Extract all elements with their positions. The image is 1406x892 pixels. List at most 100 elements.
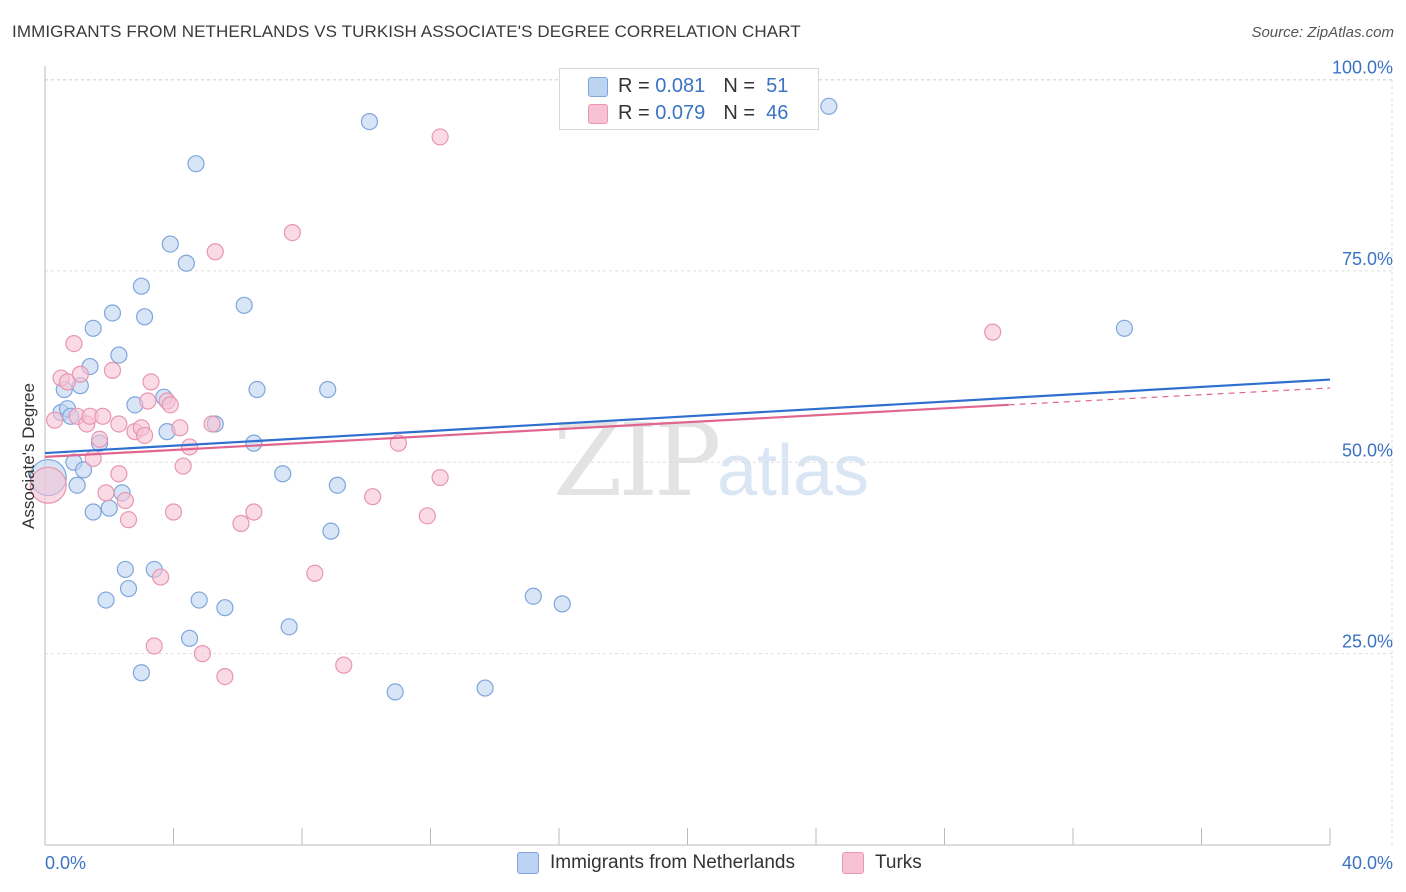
data-point-turks [91,430,109,448]
trend-line-turks [44,403,1009,458]
y-tick-label: 100.0% [1332,58,1393,78]
data-point-netherlands [132,277,150,295]
legend-row-netherlands: R = 0.081 N = 51 [618,74,788,98]
data-point-turks [145,637,163,655]
data-point-netherlands [328,476,346,494]
n-value: 46 [766,101,789,124]
legend-swatch-turks [588,104,608,124]
data-point-netherlands [322,522,340,540]
data-point-turks [174,457,192,475]
r-value: 0.079 [655,101,706,124]
data-point-netherlands [245,434,263,452]
series-legend: Immigrants from Netherlands Turks [0,852,1406,876]
data-point-netherlands [135,308,154,326]
y-tick-label: 75.0% [1342,249,1393,269]
data-point-turks [152,568,170,586]
data-point-turks [180,438,199,456]
y-axis-label: Associate's Degree [19,383,38,529]
data-point-turks [245,503,263,521]
data-point-turks [193,645,212,663]
data-point-netherlands [84,503,102,521]
data-point-netherlands [248,380,266,399]
data-point-turks [431,468,449,487]
data-point-netherlands [177,254,195,272]
legend-item-turks: Turks [842,852,922,874]
watermark-atlas: atlas [717,431,870,511]
data-point-netherlands [235,296,253,314]
trend-line-netherlands [44,378,1331,455]
chart-title: IMMIGRANTS FROM NETHERLANDS VS TURKISH A… [12,22,801,41]
data-point-turks [71,365,89,383]
data-point-turks [97,484,115,502]
data-point-netherlands [476,679,494,697]
data-point-netherlands [97,591,115,609]
data-point-turks [206,243,224,261]
axes [44,66,1331,846]
data-point-turks [29,466,67,504]
data-point-turks [203,415,221,433]
legend-label-netherlands: Immigrants from Netherlands [550,852,795,873]
data-point-netherlands [119,579,138,598]
data-point-netherlands [360,113,379,131]
r-value: 0.081 [655,74,706,97]
data-point-turks [84,449,102,468]
data-point-turks [142,373,160,391]
data-point-turks [46,411,64,429]
n-label: N = [723,74,755,97]
data-point-netherlands [553,595,571,613]
n-value: 51 [766,74,789,97]
data-point-netherlands [280,618,298,636]
data-point-netherlands [103,304,122,322]
data-point-turks [232,514,250,533]
data-point-netherlands [187,155,205,173]
source-label: Source: ZipAtlas.com [1251,24,1394,41]
y-tick-label: 25.0% [1342,632,1393,652]
data-point-netherlands [132,664,150,682]
data-point-netherlands [74,461,93,479]
legend-label-turks: Turks [875,852,922,873]
data-point-netherlands [68,476,86,494]
data-point-turks [65,334,83,353]
r-label: R = [618,74,650,97]
data-point-netherlands [100,499,118,517]
data-point-turks [110,415,128,433]
data-point-turks [364,488,382,506]
data-point-turks [94,407,112,425]
data-point-turks [431,128,449,146]
data-point-turks [216,667,234,686]
data-point-netherlands [84,319,102,337]
data-point-turks [418,507,436,525]
data-point-turks [58,373,77,391]
data-point-netherlands [1115,319,1134,337]
x-tick-label: 0.0% [45,853,86,873]
data-point-netherlands [319,380,337,399]
data-point-turks [116,491,134,510]
data-point-turks [984,323,1002,341]
data-point-netherlands [216,599,234,617]
trend-lines [44,378,1331,458]
y-tick-label: 50.0% [1342,440,1393,460]
data-point-turks [110,465,128,483]
legend-swatch-netherlands [588,77,608,97]
data-point-turks [135,426,154,445]
data-point-netherlands [190,591,208,609]
data-point-netherlands [161,235,179,253]
data-point-turks [139,392,157,410]
data-point-netherlands [386,683,404,701]
legend-row-turks: R = 0.079 N = 46 [618,101,788,125]
trend-line-turks-extension [1008,387,1331,406]
r-label: R = [618,101,650,124]
stats-legend: R = 0.081 N = 51 R = 0.079 N = 46 [559,68,819,130]
legend-item-netherlands: Immigrants from Netherlands [517,852,795,874]
x-tick-label: 40.0% [1342,853,1393,873]
tick-labels: 25.0% 50.0% 75.0% 100.0% 0.0% 40.0% [45,58,1393,874]
data-point-netherlands [116,560,134,579]
data-point-netherlands [274,465,292,483]
data-point-netherlands [110,346,128,364]
data-point-turks [103,361,122,379]
data-points [29,97,1134,701]
data-point-netherlands [524,587,542,605]
legend-swatch-turks [842,852,864,874]
data-point-turks [161,396,179,414]
